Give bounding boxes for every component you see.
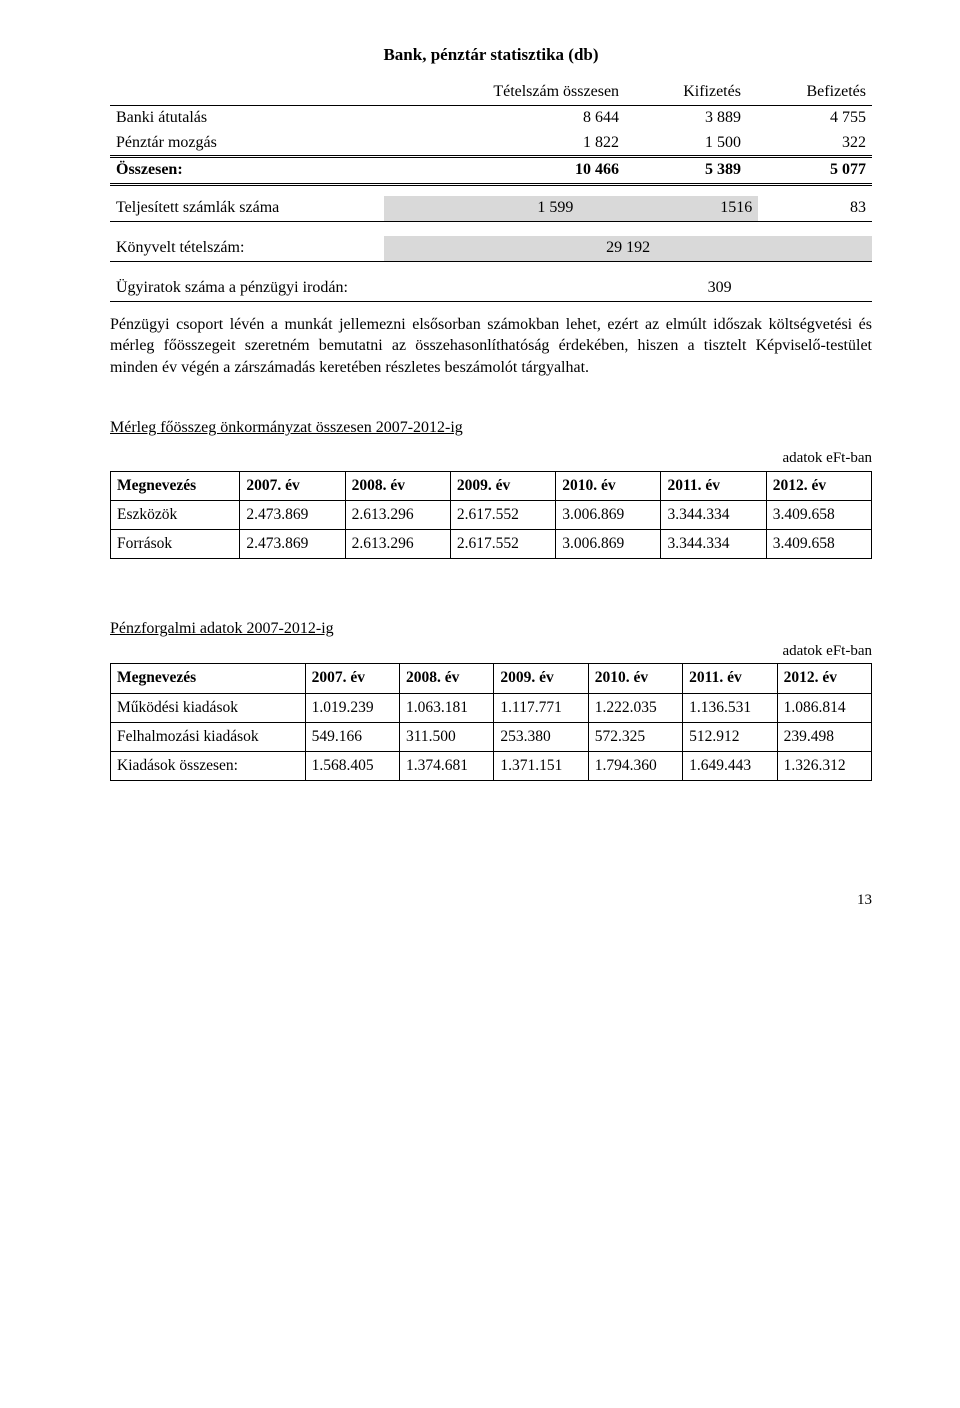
col-kifizetes: Kifizetés xyxy=(625,80,747,105)
cell: 5 389 xyxy=(625,157,747,185)
cell: 1.136.531 xyxy=(683,693,777,722)
cell: 311.500 xyxy=(400,722,494,751)
cell: 549.166 xyxy=(305,722,399,751)
cell: 2.473.869 xyxy=(240,500,345,529)
table-row: Eszközök 2.473.869 2.613.296 2.617.552 3… xyxy=(111,500,872,529)
cell: 5 077 xyxy=(747,157,872,185)
col-header: 2011. év xyxy=(661,471,766,500)
table-row: Működési kiadások 1.019.239 1.063.181 1.… xyxy=(111,693,872,722)
cell: 3.006.869 xyxy=(556,500,661,529)
cell: 512.912 xyxy=(683,722,777,751)
page-number: 13 xyxy=(110,891,872,911)
col-header: 2007. év xyxy=(240,471,345,500)
penz-table: Megnevezés 2007. év 2008. év 2009. év 20… xyxy=(110,663,872,781)
table-row: Kiadások összesen: 1.568.405 1.374.681 1… xyxy=(111,751,872,780)
accounts-table: Teljesített számlák száma 1 599 1516 83 xyxy=(110,196,872,222)
header-row: Megnevezés 2007. év 2008. év 2009. év 20… xyxy=(111,471,872,500)
col-header: Megnevezés xyxy=(111,471,240,500)
ugyirat-table: Ügyiratok száma a pénzügyi irodán: 309 xyxy=(110,276,872,302)
table-row: Könyvelt tételszám: 29 192 xyxy=(110,236,872,261)
table-row: Teljesített számlák száma 1 599 1516 83 xyxy=(110,196,872,221)
col-header: 2011. év xyxy=(683,664,777,693)
row-label: Teljesített számlák száma xyxy=(110,196,384,221)
unit-label: adatok eFt-ban xyxy=(110,449,872,469)
cell: 3.344.334 xyxy=(661,500,766,529)
cell: 1 599 xyxy=(384,196,579,221)
merleg-heading: Mérleg főösszeg önkormányzat összesen 20… xyxy=(110,418,872,439)
col-header: 2008. év xyxy=(400,664,494,693)
tetel-table: Könyvelt tételszám: 29 192 xyxy=(110,236,872,262)
cell: 1.086.814 xyxy=(777,693,871,722)
row-label: Kiadások összesen: xyxy=(111,751,306,780)
unit-label: adatok eFt-ban xyxy=(110,642,872,662)
cell: 4 755 xyxy=(747,105,872,130)
table-row: Banki átutalás 8 644 3 889 4 755 xyxy=(110,105,872,130)
col-header: Megnevezés xyxy=(111,664,306,693)
row-label: Pénztár mozgás xyxy=(110,131,384,157)
cell: 1.222.035 xyxy=(588,693,682,722)
cell: 8 644 xyxy=(384,105,625,130)
penz-heading: Pénzforgalmi adatok 2007-2012-ig xyxy=(110,619,872,640)
cell: 83 xyxy=(758,196,872,221)
row-label: Működési kiadások xyxy=(111,693,306,722)
cell: 1.568.405 xyxy=(305,751,399,780)
cell: 2.613.296 xyxy=(345,500,450,529)
cell: 1.019.239 xyxy=(305,693,399,722)
total-label: Összesen: xyxy=(110,157,384,185)
cell: 1.063.181 xyxy=(400,693,494,722)
table-row: Felhalmozási kiadások 549.166 311.500 25… xyxy=(111,722,872,751)
cell: 253.380 xyxy=(494,722,588,751)
merleg-table: Megnevezés 2007. év 2008. év 2009. év 20… xyxy=(110,471,872,559)
cell: 239.498 xyxy=(777,722,871,751)
cell: 1 500 xyxy=(625,131,747,157)
page-title: Bank, pénztár statisztika (db) xyxy=(110,44,872,66)
total-row: Összesen: 10 466 5 389 5 077 xyxy=(110,157,872,185)
table-row: Források 2.473.869 2.613.296 2.617.552 3… xyxy=(111,530,872,559)
col-header: 2010. év xyxy=(556,471,661,500)
stats-header-row: Tételszám összesen Kifizetés Befizetés xyxy=(110,80,872,105)
cell: 1516 xyxy=(579,196,758,221)
row-label: Források xyxy=(111,530,240,559)
cell: 2.613.296 xyxy=(345,530,450,559)
cell: 2.617.552 xyxy=(450,500,555,529)
table-row: Pénztár mozgás 1 822 1 500 322 xyxy=(110,131,872,157)
col-header: 2008. év xyxy=(345,471,450,500)
row-label: Felhalmozási kiadások xyxy=(111,722,306,751)
col-header: 2012. év xyxy=(766,471,871,500)
cell: 3.344.334 xyxy=(661,530,766,559)
cell: 1.117.771 xyxy=(494,693,588,722)
cell: 1.326.312 xyxy=(777,751,871,780)
cell: 1.374.681 xyxy=(400,751,494,780)
cell: 1.371.151 xyxy=(494,751,588,780)
cell: 3.006.869 xyxy=(556,530,661,559)
cell: 3 889 xyxy=(625,105,747,130)
col-befizetes: Befizetés xyxy=(747,80,872,105)
header-row: Megnevezés 2007. év 2008. év 2009. év 20… xyxy=(111,664,872,693)
cell: 2.617.552 xyxy=(450,530,555,559)
col-header: 2012. év xyxy=(777,664,871,693)
col-tetelszam: Tételszám összesen xyxy=(384,80,625,105)
row-label: Eszközök xyxy=(111,500,240,529)
cell: 3.409.658 xyxy=(766,500,871,529)
row-label: Könyvelt tételszám: xyxy=(110,236,384,261)
col-header: 2009. év xyxy=(450,471,555,500)
col-header: 2010. év xyxy=(588,664,682,693)
cell: 1.794.360 xyxy=(588,751,682,780)
cell: 10 466 xyxy=(384,157,625,185)
cell: 29 192 xyxy=(384,236,872,261)
row-label: Banki átutalás xyxy=(110,105,384,130)
col-header: 2009. év xyxy=(494,664,588,693)
col-header: 2007. év xyxy=(305,664,399,693)
cell: 572.325 xyxy=(588,722,682,751)
paragraph-text: Pénzügyi csoport lévén a munkát jellemez… xyxy=(110,314,872,379)
stats-table: Tételszám összesen Kifizetés Befizetés B… xyxy=(110,80,872,186)
cell: 322 xyxy=(747,131,872,157)
cell: 1.649.443 xyxy=(683,751,777,780)
row-label: Ügyiratok száma a pénzügyi irodán: xyxy=(110,276,567,301)
table-row: Ügyiratok száma a pénzügyi irodán: 309 xyxy=(110,276,872,301)
cell: 3.409.658 xyxy=(766,530,871,559)
cell: 1 822 xyxy=(384,131,625,157)
cell: 2.473.869 xyxy=(240,530,345,559)
cell: 309 xyxy=(567,276,872,301)
